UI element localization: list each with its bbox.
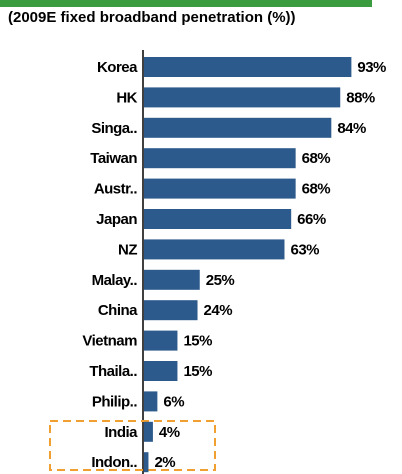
bar: [144, 269, 200, 290]
value-label: 4%: [159, 424, 180, 441]
value-label: 2%: [154, 454, 175, 471]
category-label: Taiwan: [90, 150, 137, 167]
header-band: [0, 0, 372, 7]
category-label: Thaila..: [89, 363, 137, 380]
value-label: 66%: [297, 211, 326, 228]
category-label: Malay..: [92, 272, 138, 289]
category-label: India: [104, 424, 138, 441]
value-label: 15%: [183, 363, 212, 380]
value-label: 88%: [346, 89, 375, 106]
bar: [144, 117, 332, 138]
category-label: Japan: [96, 211, 137, 228]
category-label: Singa..: [91, 120, 137, 137]
value-label: 84%: [337, 120, 366, 137]
bar: [144, 178, 296, 199]
bar: [144, 391, 158, 412]
bar: [144, 148, 296, 169]
category-label: Austr..: [94, 181, 138, 198]
bar: [144, 452, 149, 473]
value-label: 25%: [206, 272, 235, 289]
bar: [144, 87, 341, 108]
value-label: 68%: [302, 181, 331, 198]
bar: [144, 239, 285, 260]
highlight-box: [49, 420, 216, 471]
value-label: 63%: [290, 241, 319, 258]
category-label: Korea: [97, 59, 138, 76]
category-label: China: [98, 302, 138, 319]
value-label: 93%: [357, 59, 386, 76]
bar: [144, 330, 178, 351]
category-label: Vietnam: [82, 333, 137, 350]
value-label: 6%: [163, 393, 184, 410]
bar: [144, 300, 198, 321]
bar: [144, 421, 153, 442]
category-label: NZ: [118, 241, 137, 258]
category-label: Indon..: [91, 454, 137, 471]
bar: [144, 57, 352, 77]
value-label: 15%: [183, 333, 212, 350]
chart-title: (2009E fixed broadband penetration (%)): [8, 9, 296, 26]
bar: [144, 361, 178, 381]
bar: [144, 209, 292, 229]
category-label: Philip..: [92, 393, 138, 410]
value-label: 68%: [302, 150, 331, 167]
value-label: 24%: [204, 302, 233, 319]
category-label: HK: [116, 89, 137, 106]
